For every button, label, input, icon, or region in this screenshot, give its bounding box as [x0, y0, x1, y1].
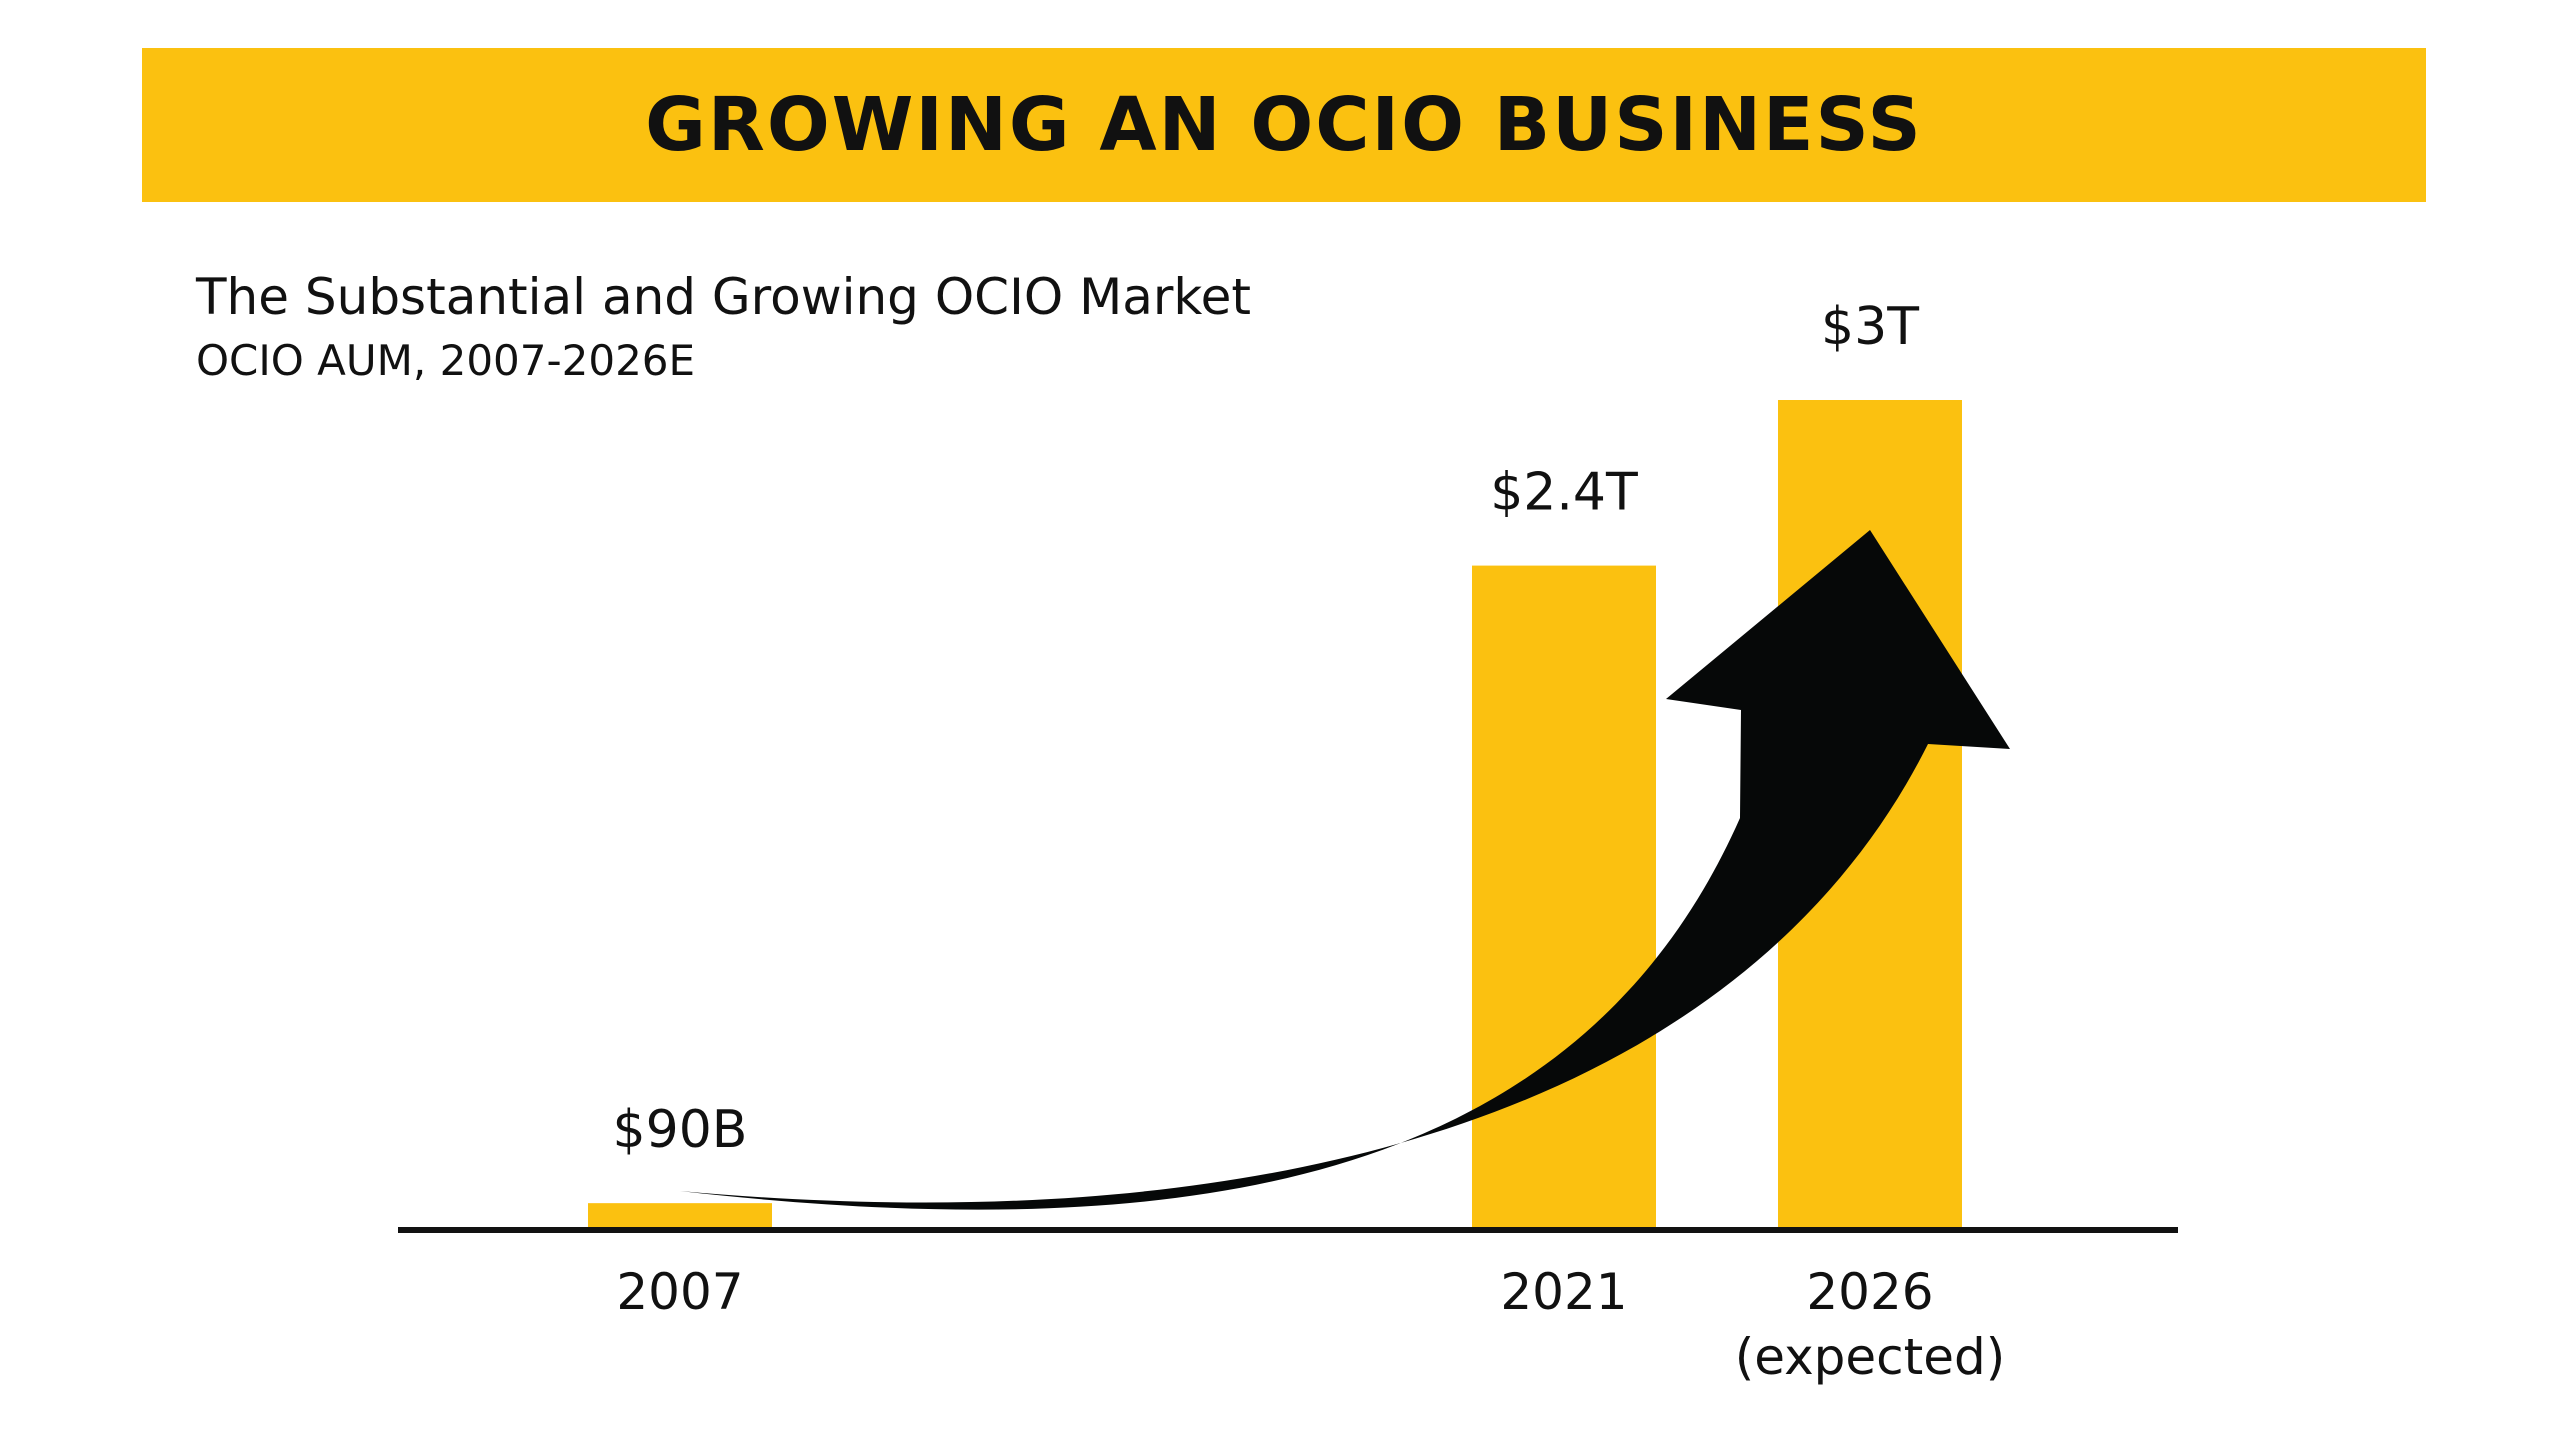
data-label-2026: $3T [1821, 297, 1919, 357]
title-banner: GROWING AN OCIO BUSINESS [142, 48, 2426, 202]
bars-layer [588, 400, 1962, 1228]
data-label-2007: $90B [613, 1100, 748, 1160]
arrow-up-trend-icon [680, 530, 2010, 1210]
chart-title: The Substantial and Growing OCIO Market [196, 268, 1251, 326]
tick-label-2026: 2026 [1806, 1263, 1933, 1321]
tick-label-2021: 2021 [1500, 1263, 1627, 1321]
bar-2021 [1472, 565, 1656, 1228]
page-title: GROWING AN OCIO BUSINESS [645, 82, 1923, 168]
chart-subtitle: OCIO AUM, 2007-2026E [196, 336, 696, 385]
tick-sublabel-2026: (expected) [1735, 1328, 2006, 1386]
bar-2007 [588, 1203, 772, 1228]
data-label-2021: $2.4T [1490, 463, 1638, 523]
tick-label-2007: 2007 [616, 1263, 743, 1321]
labels-layer: $90B 2007 $2.4T 2021 $3T 2026 (expected) [613, 297, 2006, 1386]
